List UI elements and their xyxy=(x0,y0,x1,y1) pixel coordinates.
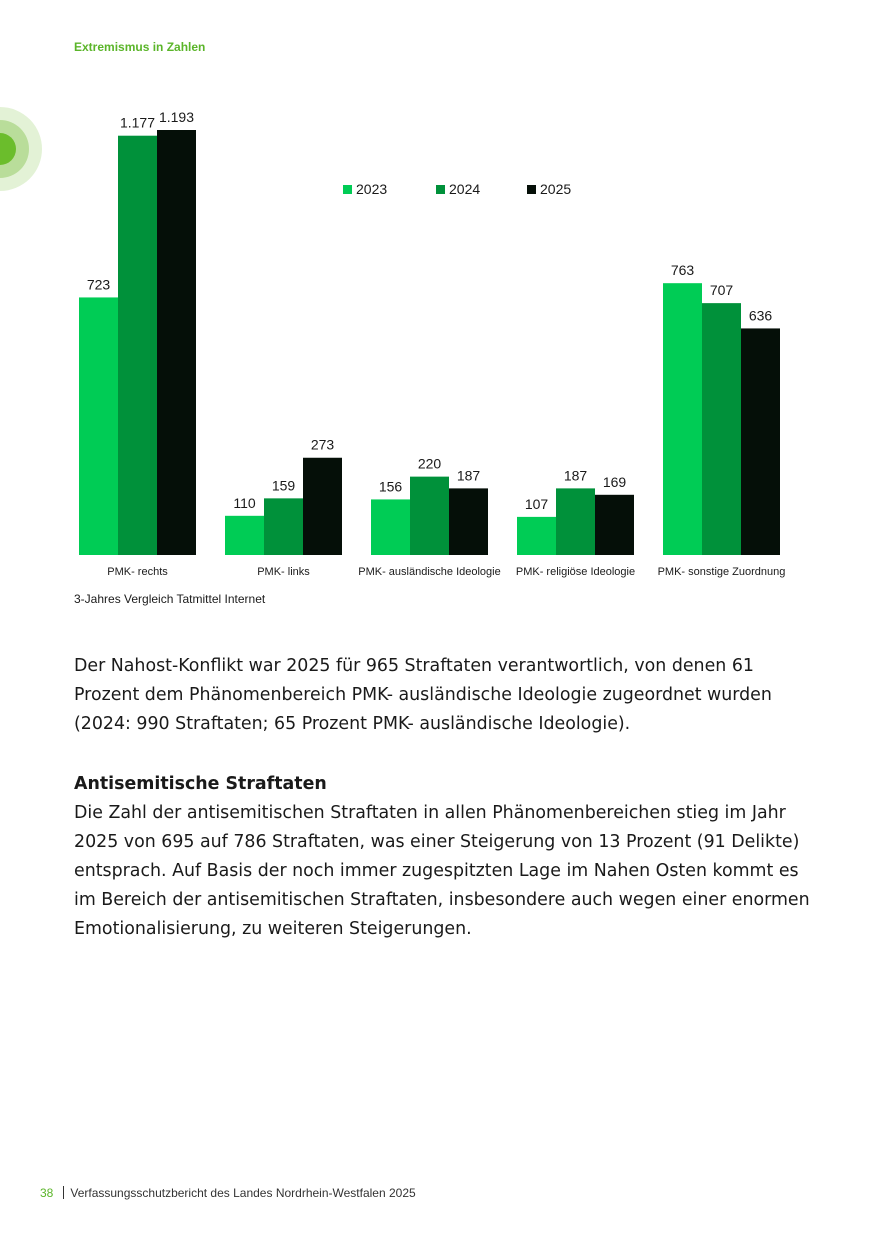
bar-2024 xyxy=(702,303,741,555)
category-label: PMK- links xyxy=(257,566,310,578)
bar-2023 xyxy=(225,515,264,555)
legend-swatch-2025 xyxy=(527,185,536,194)
legend-label: 2025 xyxy=(540,181,571,197)
bar-chart: 723 1.177 1.193 PMK- rechts 110 159 273 PMK- li… xyxy=(79,109,786,578)
category-label: PMK- sonstige Zuordnung xyxy=(658,566,786,578)
running-header: Extremismus in Zahlen xyxy=(74,40,206,54)
category-label: PMK- religiöse Ideologie xyxy=(516,566,635,578)
bar-value-label: 636 xyxy=(749,307,773,323)
bar-2025 xyxy=(595,494,634,555)
bar-2025 xyxy=(449,488,488,555)
bar-value-label: 723 xyxy=(87,276,111,292)
body-paragraph-antisemitic: Die Zahl der antisemitischen Straftaten … xyxy=(74,803,810,939)
bar-value-label: 110 xyxy=(233,495,256,511)
bar-2023 xyxy=(663,283,702,555)
bar-2025 xyxy=(303,457,342,555)
legend-label: 2023 xyxy=(356,181,387,197)
category-label: PMK- ausländische Ideologie xyxy=(358,566,500,578)
bar-2025 xyxy=(741,328,780,555)
legend-swatch-2024 xyxy=(436,185,445,194)
decorative-circles-icon xyxy=(0,107,42,191)
bar-value-label: 156 xyxy=(379,478,403,494)
bar-2023 xyxy=(371,499,410,555)
bar-value-label: 107 xyxy=(525,496,549,512)
bar-2024 xyxy=(556,488,595,555)
bar-value-label: 763 xyxy=(671,262,695,278)
bar-value-label: 187 xyxy=(564,467,588,483)
legend-swatch-2023 xyxy=(343,185,352,194)
body-paragraph-nahost: Der Nahost-Konflikt war 2025 für 965 Str… xyxy=(74,656,772,734)
legend-label: 2024 xyxy=(449,181,480,197)
bar-value-label: 273 xyxy=(311,437,335,453)
publication-title: Verfassungsschutzbericht des Landes Nord… xyxy=(70,1186,416,1200)
bar-2025 xyxy=(157,130,196,555)
bar-2023 xyxy=(79,297,118,555)
bar-value-label: 159 xyxy=(272,477,296,493)
bar-value-label: 707 xyxy=(710,282,734,298)
bar-value-label: 1.177 xyxy=(120,115,155,131)
bar-value-label: 187 xyxy=(457,467,481,483)
bar-2024 xyxy=(264,498,303,555)
footer-divider xyxy=(63,1186,65,1199)
bar-value-label: 1.193 xyxy=(159,109,194,125)
bar-value-label: 220 xyxy=(418,456,442,472)
category-label: PMK- rechts xyxy=(107,566,168,578)
page-number: 38 xyxy=(40,1186,54,1200)
chart-caption: 3-Jahres Vergleich Tatmittel Internet xyxy=(74,592,266,606)
bar-2023 xyxy=(517,516,556,555)
bar-2024 xyxy=(410,476,449,555)
section-heading-antisemitic: Antisemitische Straftaten xyxy=(74,774,327,794)
bar-value-label: 169 xyxy=(603,474,627,490)
bar-2024 xyxy=(118,135,157,555)
page-footer: 38 Verfassungsschutzbericht des Landes No… xyxy=(40,1186,416,1200)
